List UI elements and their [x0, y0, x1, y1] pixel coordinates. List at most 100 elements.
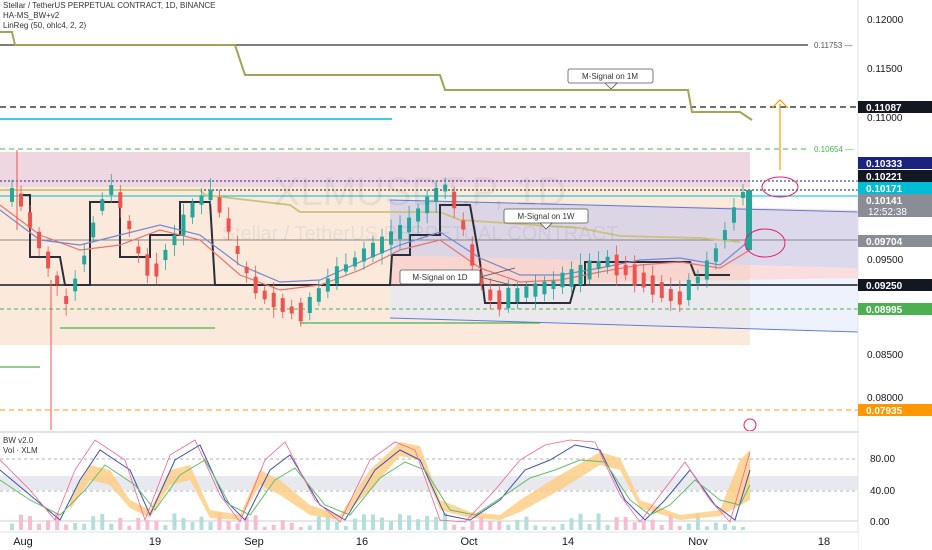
- volume-bar: [235, 523, 240, 530]
- volume-bar: [488, 521, 493, 530]
- volume-bar: [704, 526, 709, 530]
- candle-body: [731, 207, 736, 223]
- linreg-lower-line: [389, 317, 859, 333]
- candle-body: [515, 288, 520, 302]
- candle-body: [262, 290, 267, 300]
- price-level-badge: [858, 279, 932, 291]
- volume-bar: [668, 514, 673, 530]
- highlight-ellipse-upper: [761, 176, 799, 198]
- volume-bar: [596, 513, 601, 530]
- candle-body: [605, 256, 610, 268]
- volume-bar: [443, 513, 448, 530]
- candle-body: [325, 278, 330, 292]
- candle-body: [361, 248, 366, 262]
- volume-bar: [614, 517, 619, 530]
- candle-body: [686, 279, 691, 301]
- volume-bar: [37, 523, 42, 530]
- candle-body: [416, 208, 421, 222]
- volume-bar: [325, 513, 330, 530]
- osc-label-80: 80.00: [870, 454, 895, 465]
- candle-body: [434, 187, 439, 203]
- candles-group: [10, 150, 752, 430]
- volume-bar: [244, 517, 249, 530]
- candle-body: [307, 297, 312, 313]
- volume-bar: [208, 521, 213, 530]
- candle-body: [614, 254, 619, 276]
- volume-bar: [524, 516, 529, 530]
- volume-bar: [163, 525, 168, 530]
- volume-bar: [73, 523, 78, 530]
- candle-body: [479, 275, 484, 285]
- candle-body: [668, 288, 673, 302]
- watermark-symbol: XLMUSDT.P, 1D: [274, 170, 567, 214]
- candle-body: [289, 306, 294, 314]
- countdown-label: 12:52:38: [868, 207, 907, 218]
- time-tick-label: 18: [818, 536, 830, 548]
- m-signal-1m-line: [0, 31, 753, 121]
- osc-blue-line: [0, 444, 751, 521]
- time-axis-ticks[interactable]: Aug 19 Sep 16 Oct 14 Nov 18: [13, 536, 830, 548]
- volume-bar: [452, 524, 457, 530]
- volume-bar: [677, 525, 682, 530]
- price-axis-ticks[interactable]: 0.12000 0.11500 0.11000 0.09500 0.08500 0.080…: [867, 15, 904, 404]
- candle-body: [334, 266, 339, 284]
- candle-body: [632, 264, 637, 286]
- price-tick-label: 0.11000: [867, 113, 903, 124]
- price-level-badge: [858, 303, 932, 315]
- price-level-label: 0.08995: [866, 305, 903, 316]
- label-m-signal-1d: M-Signal on 1D: [412, 273, 467, 282]
- time-tick-label: Aug: [13, 536, 33, 548]
- candle-body: [713, 248, 718, 262]
- volume-bar: [623, 517, 628, 530]
- candle-body: [298, 302, 303, 322]
- volume-bar: [271, 524, 276, 530]
- volume-bar: [587, 524, 592, 530]
- time-tick-label: Oct: [460, 536, 477, 548]
- volume-bar: [434, 516, 439, 530]
- volume-bar: [217, 513, 222, 530]
- candle-body: [271, 292, 276, 308]
- time-tick-label: Sep: [244, 536, 264, 548]
- volume-bar: [731, 525, 736, 530]
- volume-bar: [298, 526, 303, 530]
- osc-pink-line: [0, 439, 751, 523]
- candle-body: [740, 191, 745, 199]
- volume-bar: [425, 516, 430, 530]
- volume-bar: [289, 522, 294, 530]
- volume-bar: [199, 516, 204, 530]
- price-axis-bg: [858, 0, 932, 550]
- price-level-badge: [858, 101, 932, 113]
- candle-body: [82, 255, 87, 265]
- candle-body: [217, 197, 222, 213]
- volume-bar: [497, 521, 502, 530]
- callout-m-signal-1w: M-Signal on 1W: [503, 208, 589, 230]
- candle-body: [280, 298, 285, 312]
- candle-body: [470, 244, 475, 266]
- price-level-label: 0.10221: [866, 172, 903, 183]
- candle-body: [452, 191, 457, 209]
- volume-bar: [280, 520, 285, 530]
- candle-body: [746, 190, 752, 250]
- volume-bar: [542, 526, 547, 530]
- candle-body: [244, 266, 249, 274]
- candle-body: [145, 254, 150, 276]
- volume-bar: [479, 516, 484, 530]
- countdown-badge: [858, 206, 932, 217]
- time-tick-label: 14: [562, 536, 574, 548]
- highlight-ellipse-lower: [744, 228, 786, 258]
- price-tick-label: 0.08000: [867, 393, 904, 404]
- candle-body: [461, 220, 466, 230]
- volume-bar: [380, 517, 384, 530]
- osc-label-40: 40.00: [870, 486, 895, 497]
- event-marker-icon[interactable]: [743, 418, 757, 432]
- candle-body: [37, 231, 42, 249]
- volume-bar: [55, 513, 60, 530]
- price-level-label: 0.10654 —: [814, 145, 853, 154]
- volume-bar: [343, 526, 348, 530]
- volume-bar: [650, 519, 655, 530]
- volume-bar: [695, 513, 700, 530]
- candle-body: [542, 281, 547, 295]
- volume-bar: [370, 514, 375, 530]
